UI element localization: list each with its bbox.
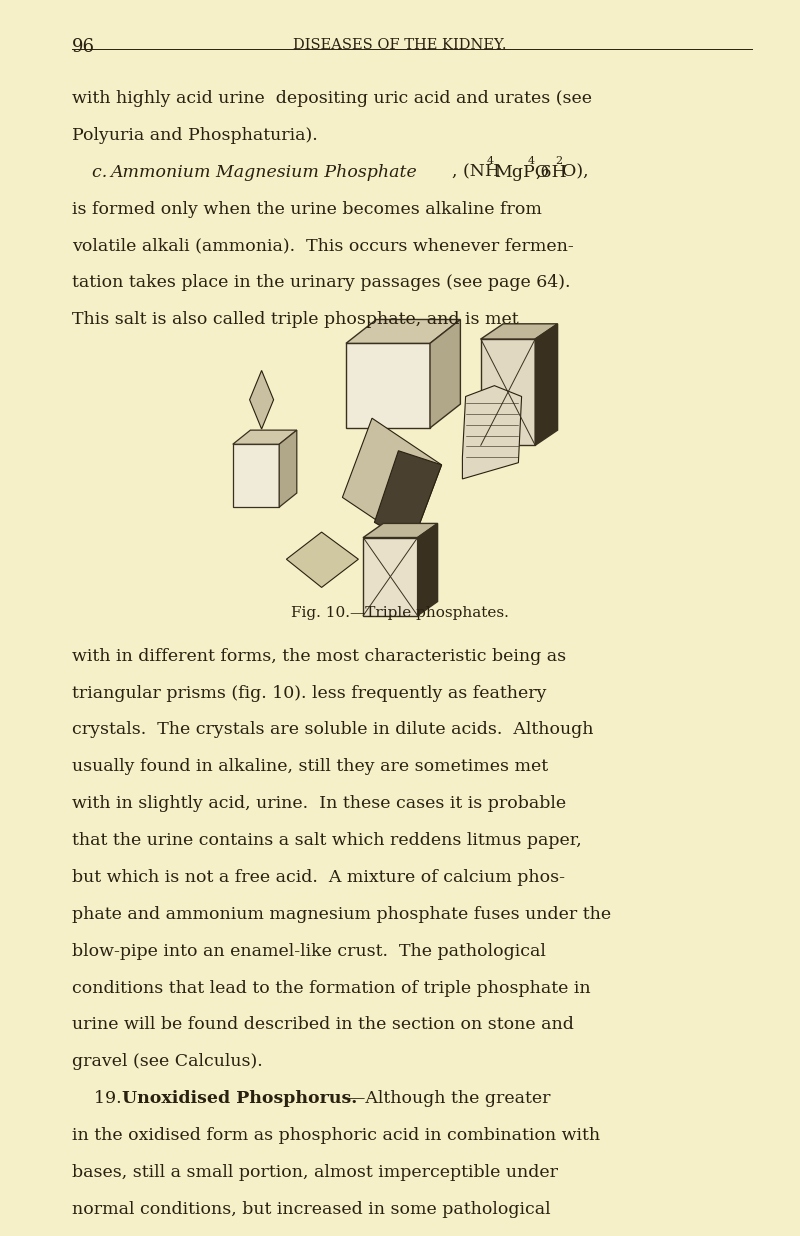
Text: Ammonium Magnesium Phosphate: Ammonium Magnesium Phosphate bbox=[110, 164, 417, 180]
Text: 2: 2 bbox=[555, 156, 562, 166]
Text: , (NH: , (NH bbox=[452, 164, 500, 180]
Text: with in different forms, the most characteristic being as: with in different forms, the most charac… bbox=[72, 648, 566, 665]
Text: tation takes place in the urinary passages (see page 64).: tation takes place in the urinary passag… bbox=[72, 274, 570, 292]
Text: This salt is also called triple phosphate, and is met: This salt is also called triple phosphat… bbox=[72, 311, 518, 329]
Text: Polyuria and Phosphaturia).: Polyuria and Phosphaturia). bbox=[72, 127, 318, 143]
Text: c.: c. bbox=[92, 164, 113, 180]
Text: O),: O), bbox=[562, 164, 589, 180]
Text: is formed only when the urine becomes alkaline from: is formed only when the urine becomes al… bbox=[72, 200, 542, 218]
Text: with highly acid urine  depositing uric acid and urates (see: with highly acid urine depositing uric a… bbox=[72, 90, 592, 108]
Text: 4: 4 bbox=[486, 156, 494, 166]
Polygon shape bbox=[342, 418, 442, 544]
Text: crystals.  The crystals are soluble in dilute acids.  Although: crystals. The crystals are soluble in di… bbox=[72, 722, 594, 738]
Text: 19.: 19. bbox=[72, 1090, 133, 1107]
Text: with in slightly acid, urine.  In these cases it is probable: with in slightly acid, urine. In these c… bbox=[72, 795, 566, 812]
Text: normal conditions, but increased in some pathological: normal conditions, but increased in some… bbox=[72, 1201, 550, 1217]
Polygon shape bbox=[346, 319, 461, 344]
Polygon shape bbox=[481, 324, 558, 339]
Text: Unoxidised Phosphorus.: Unoxidised Phosphorus. bbox=[122, 1090, 357, 1107]
Polygon shape bbox=[481, 339, 535, 445]
Polygon shape bbox=[374, 451, 442, 544]
Text: conditions that lead to the formation of triple phosphate in: conditions that lead to the formation of… bbox=[72, 980, 590, 996]
Polygon shape bbox=[233, 444, 279, 507]
Text: that the urine contains a salt which reddens litmus paper,: that the urine contains a salt which red… bbox=[72, 832, 582, 849]
Text: 96: 96 bbox=[72, 38, 95, 56]
Polygon shape bbox=[279, 430, 297, 507]
Polygon shape bbox=[250, 371, 274, 429]
Text: bases, still a small portion, almost imperceptible under: bases, still a small portion, almost imp… bbox=[72, 1164, 558, 1182]
Text: volatile alkali (ammonia).  This occurs whenever fermen-: volatile alkali (ammonia). This occurs w… bbox=[72, 237, 574, 255]
Text: gravel (see Calculus).: gravel (see Calculus). bbox=[72, 1053, 262, 1070]
Polygon shape bbox=[535, 324, 558, 445]
Text: in the oxidised form as phosphoric acid in combination with: in the oxidised form as phosphoric acid … bbox=[72, 1127, 600, 1145]
Polygon shape bbox=[346, 344, 430, 428]
Text: phate and ammonium magnesium phosphate fuses under the: phate and ammonium magnesium phosphate f… bbox=[72, 906, 611, 923]
Text: urine will be found described in the section on stone and: urine will be found described in the sec… bbox=[72, 1016, 574, 1033]
Text: usually found in alkaline, still they are sometimes met: usually found in alkaline, still they ar… bbox=[72, 758, 548, 775]
Polygon shape bbox=[233, 430, 297, 444]
Text: Fig. 10.—Triple phosphates.: Fig. 10.—Triple phosphates. bbox=[291, 607, 509, 620]
Text: blow-pipe into an enamel-like crust.  The pathological: blow-pipe into an enamel-like crust. The… bbox=[72, 943, 546, 959]
Polygon shape bbox=[363, 523, 438, 538]
Polygon shape bbox=[363, 538, 418, 616]
Text: but which is not a free acid.  A mixture of calcium phos-: but which is not a free acid. A mixture … bbox=[72, 869, 565, 886]
Text: DISEASES OF THE KIDNEY.: DISEASES OF THE KIDNEY. bbox=[294, 38, 506, 52]
Text: triangular prisms (fig. 10). less frequently as feathery: triangular prisms (fig. 10). less freque… bbox=[72, 685, 546, 702]
Polygon shape bbox=[430, 319, 461, 428]
Text: —Although the greater: —Although the greater bbox=[348, 1090, 550, 1107]
Polygon shape bbox=[462, 386, 522, 478]
Text: ,6H: ,6H bbox=[535, 164, 567, 180]
Text: MgPO: MgPO bbox=[494, 164, 550, 180]
Text: 4: 4 bbox=[528, 156, 535, 166]
Polygon shape bbox=[286, 533, 358, 587]
Polygon shape bbox=[418, 523, 438, 616]
